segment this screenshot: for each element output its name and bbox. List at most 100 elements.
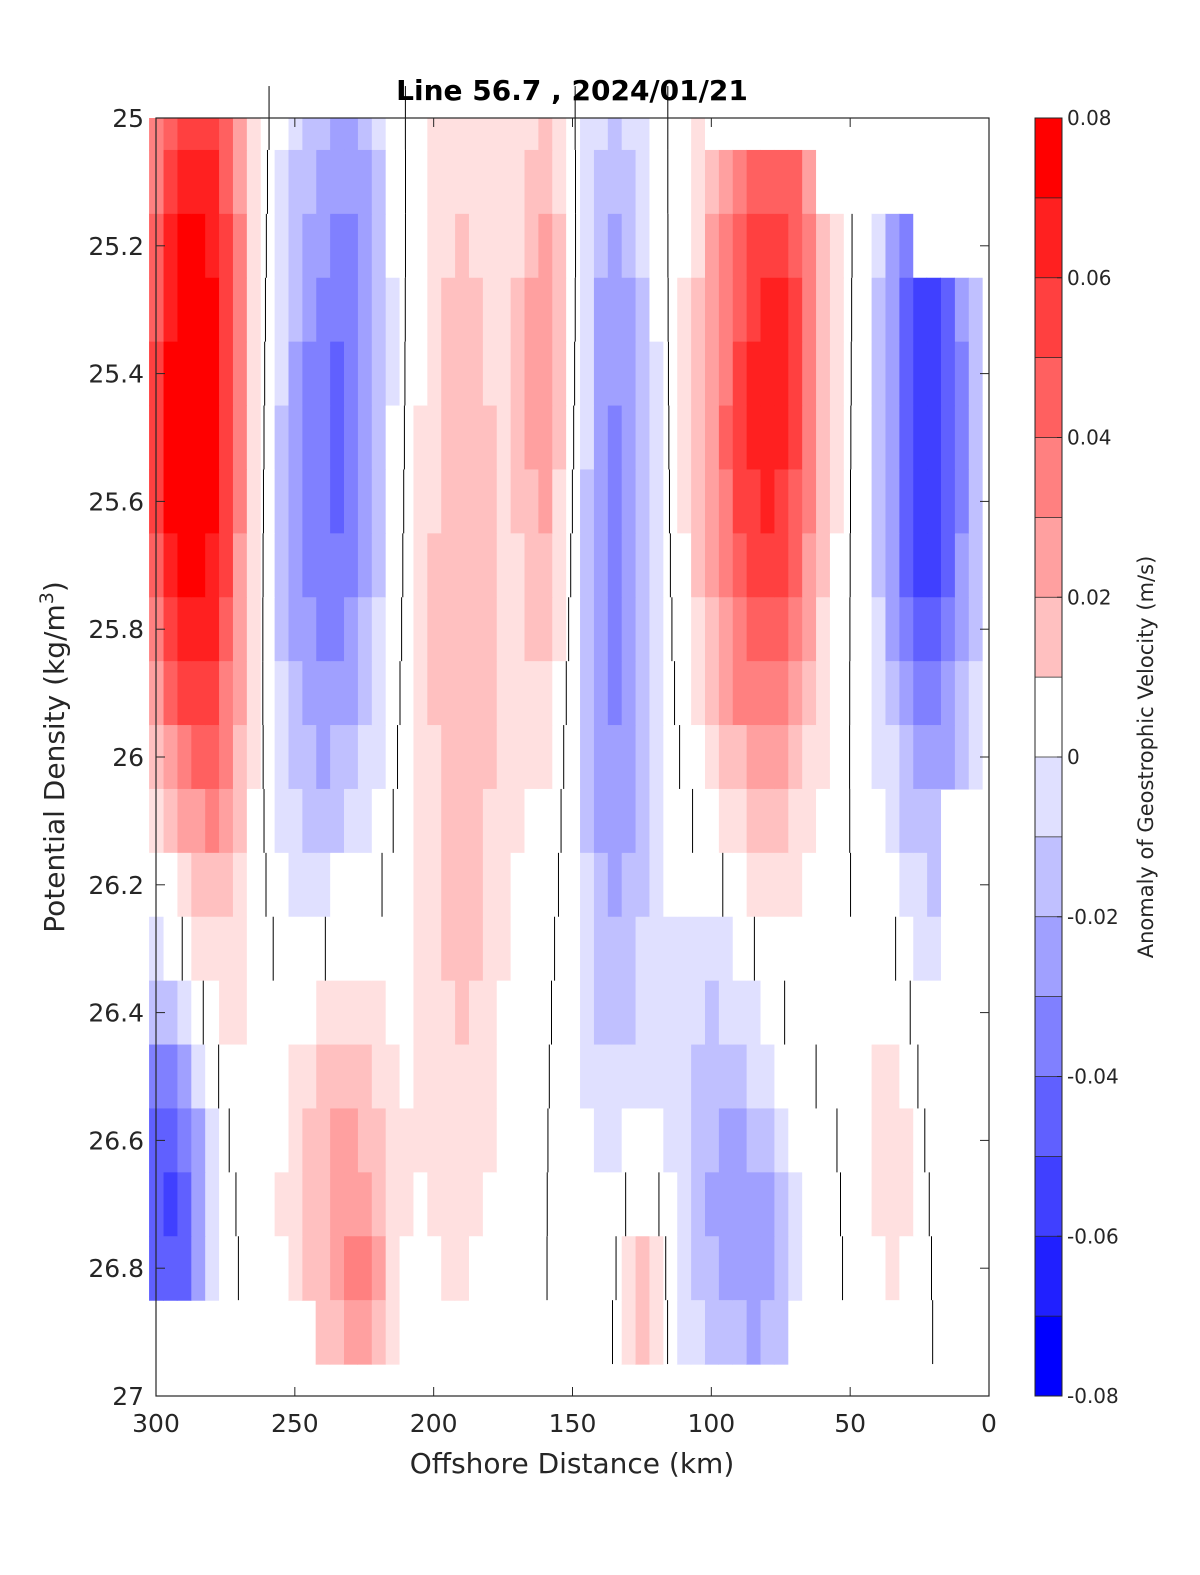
velocity-cell xyxy=(773,469,789,534)
velocity-cell xyxy=(718,916,733,982)
velocity-cell xyxy=(954,405,969,471)
velocity-cell xyxy=(287,149,303,215)
velocity-cell xyxy=(773,1300,789,1365)
plot-area xyxy=(149,86,990,1397)
velocity-cell xyxy=(676,725,692,790)
velocity-cell xyxy=(787,405,803,471)
velocity-cell xyxy=(218,597,233,662)
velocity-cell xyxy=(579,533,594,598)
y-axis-label-main: Potential Density (kg/m xyxy=(38,604,71,933)
velocity-cell xyxy=(579,118,594,151)
velocity-cell xyxy=(870,916,886,982)
velocity-cell xyxy=(551,597,567,662)
velocity-cell xyxy=(843,980,858,1046)
velocity-cell xyxy=(926,469,942,534)
velocity-cell xyxy=(551,469,567,534)
velocity-cell xyxy=(940,597,955,662)
velocity-cell xyxy=(870,1236,886,1301)
velocity-cell xyxy=(801,788,817,854)
velocity-cell xyxy=(162,405,178,471)
velocity-cell xyxy=(260,1044,275,1110)
velocity-cell xyxy=(593,118,608,151)
velocity-cell xyxy=(718,980,733,1046)
velocity-cell xyxy=(440,661,456,726)
velocity-cell xyxy=(884,213,900,279)
y-tick-label: 25.8 xyxy=(88,615,144,644)
velocity-cell xyxy=(870,341,886,407)
velocity-cell xyxy=(898,341,914,407)
velocity-cell xyxy=(190,1044,206,1110)
velocity-cell xyxy=(676,1300,692,1365)
velocity-cell xyxy=(704,341,719,407)
velocity-cell xyxy=(523,788,539,854)
velocity-cell xyxy=(482,1236,497,1301)
velocity-cell xyxy=(884,469,900,534)
velocity-cell xyxy=(801,852,817,918)
velocity-cell xyxy=(371,213,386,279)
velocity-cell xyxy=(176,980,192,1046)
velocity-cell xyxy=(912,725,928,790)
velocity-cell xyxy=(537,788,553,854)
colorbar-tick-label: 0.04 xyxy=(1067,426,1112,450)
velocity-cell xyxy=(551,149,567,215)
velocity-cell xyxy=(482,149,497,215)
velocity-cell xyxy=(343,1300,358,1365)
velocity-cell xyxy=(440,1044,456,1110)
velocity-cell xyxy=(718,1236,733,1301)
velocity-cell xyxy=(523,213,539,279)
velocity-cell xyxy=(607,597,622,662)
velocity-cell xyxy=(246,725,261,790)
velocity-cell xyxy=(898,469,914,534)
velocity-cell xyxy=(884,597,900,662)
velocity-cell xyxy=(468,597,483,662)
velocity-cell xyxy=(926,980,942,1046)
velocity-cell xyxy=(704,788,719,854)
velocity-cell xyxy=(454,788,469,854)
velocity-cell xyxy=(690,1236,705,1301)
velocity-cell xyxy=(510,405,525,471)
velocity-cell xyxy=(343,788,358,854)
velocity-cell xyxy=(787,916,803,982)
velocity-cell xyxy=(773,533,789,598)
velocity-cell xyxy=(857,916,872,982)
velocity-cell xyxy=(634,1044,650,1110)
velocity-cell xyxy=(676,1044,692,1110)
colorbar-band xyxy=(1035,197,1062,279)
velocity-cell xyxy=(870,277,886,343)
velocity-cell xyxy=(343,405,358,471)
x-tick-label: 50 xyxy=(834,1409,866,1438)
velocity-cell xyxy=(884,980,900,1046)
velocity-cell xyxy=(968,661,983,726)
velocity-cell xyxy=(621,118,636,151)
velocity-cell xyxy=(343,916,358,982)
velocity-cell xyxy=(787,1108,803,1173)
velocity-cell xyxy=(537,661,553,726)
velocity-cell xyxy=(746,725,761,790)
velocity-cell xyxy=(676,788,692,854)
velocity-cell xyxy=(412,980,428,1046)
velocity-cell xyxy=(690,980,705,1046)
velocity-cell xyxy=(176,1236,192,1301)
velocity-cell xyxy=(287,1172,303,1237)
velocity-cell xyxy=(912,661,928,726)
velocity-cell xyxy=(301,1108,317,1173)
velocity-cell xyxy=(634,661,650,726)
velocity-cell xyxy=(176,661,192,726)
velocity-cell xyxy=(801,1108,817,1173)
velocity-cell xyxy=(884,852,900,918)
velocity-cell xyxy=(551,725,567,790)
velocity-cell xyxy=(870,852,886,918)
velocity-cell xyxy=(260,1108,275,1173)
velocity-cell xyxy=(287,118,303,151)
velocity-cell xyxy=(759,661,775,726)
x-tick-label: 300 xyxy=(132,1409,180,1438)
velocity-cell xyxy=(621,1300,636,1365)
velocity-cell xyxy=(260,788,275,854)
velocity-cell xyxy=(704,1108,719,1173)
y-tick-label: 26.8 xyxy=(88,1254,144,1283)
velocity-cell xyxy=(676,852,692,918)
velocity-cell xyxy=(426,533,442,598)
velocity-cell xyxy=(718,405,733,471)
velocity-cell xyxy=(218,118,233,151)
velocity-cell xyxy=(454,852,469,918)
